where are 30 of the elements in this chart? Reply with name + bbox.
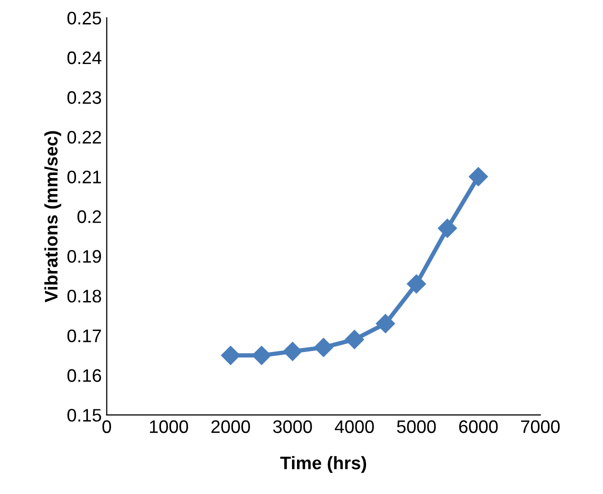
x-tick-label: 2000 — [211, 420, 250, 434]
y-tick-label: 0.25 — [67, 12, 102, 25]
point — [468, 167, 488, 186]
x-tick-label: 3000 — [273, 420, 312, 434]
y-tick-label: 0.22 — [67, 130, 101, 144]
point — [221, 346, 240, 365]
y-tick-label: 0.16 — [67, 369, 102, 382]
x-tick-label: 4000 — [334, 420, 374, 434]
x-tick-label: 1000 — [150, 420, 188, 434]
point — [376, 314, 395, 334]
y-tick-label: 0.19 — [67, 250, 102, 263]
point — [438, 218, 457, 238]
point — [406, 274, 426, 294]
y-axis-title: Vibrations (mm/sec) — [44, 131, 62, 302]
x-tick-label: 6000 — [459, 420, 498, 434]
y-tick-label: 0.18 — [67, 290, 102, 303]
x-tick-label: 0 — [102, 420, 112, 434]
y-tick-label: 0.15 — [67, 408, 102, 422]
y-tick-label: 0.17 — [67, 329, 101, 342]
point — [344, 330, 364, 350]
x-tick-label: 7000 — [521, 420, 560, 434]
y-tick-label: 0.2 — [77, 210, 101, 224]
y-tick-label: 0.23 — [67, 91, 102, 104]
y-tick-label: 0.24 — [67, 51, 102, 64]
point — [283, 342, 302, 361]
x-tick-label: 5000 — [397, 420, 436, 434]
y-tick-label: 0.21 — [67, 170, 101, 184]
point — [252, 346, 272, 365]
point — [314, 338, 334, 357]
x-axis-title: Time (hrs) — [280, 456, 366, 473]
